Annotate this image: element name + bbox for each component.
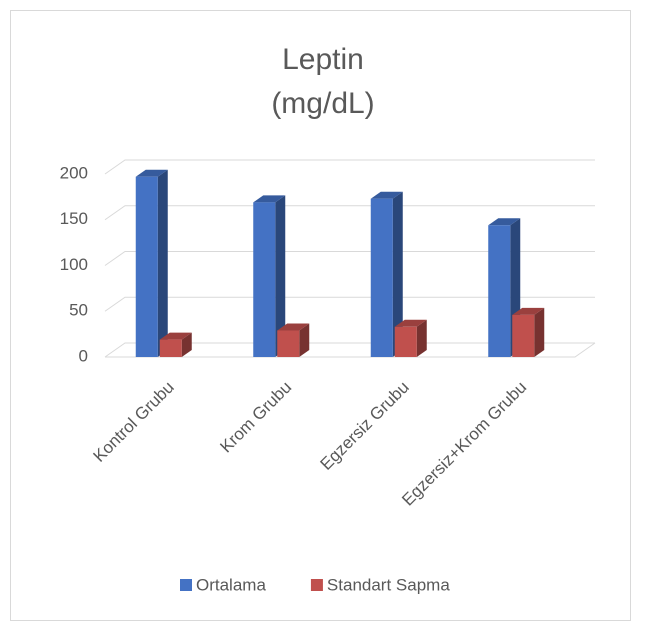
bar-top — [394, 319, 427, 327]
grid-line — [104, 251, 595, 266]
x-tick-label: Kontrol Grubu — [89, 378, 177, 466]
grid-line — [104, 159, 595, 175]
bar-top — [488, 218, 521, 226]
bar-top — [159, 332, 192, 340]
bar-side — [299, 323, 310, 357]
grid-line — [104, 205, 595, 221]
bar-side — [392, 191, 403, 357]
bar-side — [181, 332, 192, 357]
bar — [512, 314, 535, 357]
legend-label: Standart Sapma — [327, 575, 450, 594]
bar — [135, 176, 158, 357]
bar-top — [370, 191, 403, 199]
bar-top — [512, 307, 545, 315]
bar — [253, 202, 276, 357]
legend-label: Ortalama — [196, 575, 266, 594]
x-tick-label: Egzersiz+Krom Grubu — [398, 378, 530, 510]
legend-swatch — [310, 579, 323, 591]
x-tick-label: Krom Grubu — [216, 378, 295, 457]
bar — [277, 330, 300, 357]
y-tick-label: 150 — [60, 209, 88, 228]
grid-line — [104, 342, 595, 358]
chart-title: Leptin (mg/dL) — [271, 43, 375, 120]
legend-swatch — [180, 579, 192, 591]
bar-top — [277, 323, 310, 331]
bar-top — [253, 195, 286, 203]
y-tick-label: 0 — [79, 346, 88, 365]
y-tick-label: 100 — [60, 255, 88, 274]
bar — [370, 198, 393, 357]
x-tick-label: Egzersiz Grubu — [316, 378, 412, 474]
y-tick-label: 200 — [60, 163, 88, 182]
bar-side — [534, 307, 545, 357]
bar — [488, 225, 511, 357]
bar-side — [157, 169, 168, 357]
y-tick-label: 50 — [69, 301, 88, 320]
bar — [159, 339, 182, 357]
grid-line — [104, 296, 595, 312]
bar — [394, 326, 417, 357]
bar-side — [275, 195, 286, 357]
bar-top — [135, 169, 168, 177]
bar-side — [416, 319, 427, 357]
